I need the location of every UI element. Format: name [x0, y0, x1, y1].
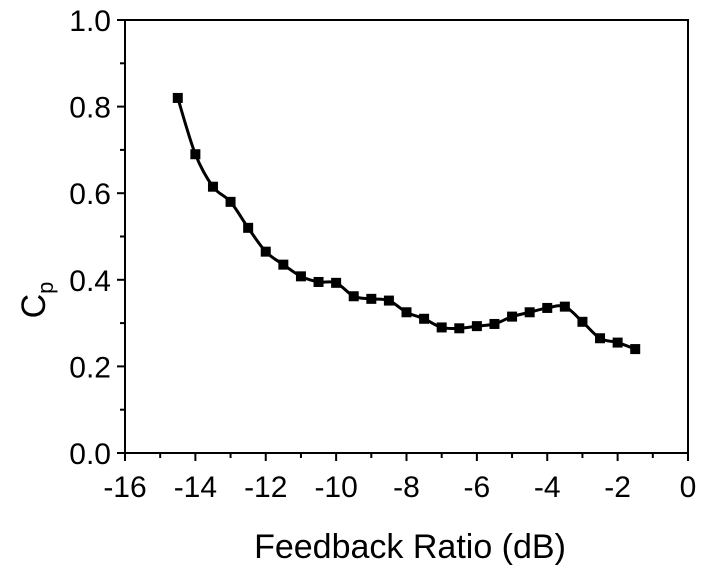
data-point — [172, 92, 183, 103]
y-tick-label: 0.8 — [69, 92, 111, 125]
data-point — [630, 344, 641, 355]
data-point — [489, 318, 500, 329]
data-point — [225, 196, 236, 207]
x-tick-label: -10 — [314, 471, 357, 504]
data-point — [295, 271, 306, 282]
x-tick-label: -6 — [464, 471, 491, 504]
data-point — [471, 321, 482, 332]
data-point — [595, 333, 606, 344]
y-tick-label: 0.6 — [69, 178, 111, 211]
data-point — [559, 301, 570, 312]
data-point — [243, 222, 254, 233]
data-point — [542, 302, 553, 313]
y-tick-label: 0.0 — [69, 438, 111, 471]
plot-frame — [124, 19, 689, 454]
labels: Feedback Ratio (dB) Cp — [15, 282, 566, 566]
x-tick-label: -14 — [174, 471, 217, 504]
x-tick-label: -12 — [244, 471, 287, 504]
y-tick-label: 1.0 — [69, 5, 111, 38]
data-point — [260, 246, 271, 257]
x-tick-label: 0 — [680, 471, 697, 504]
data-point — [419, 313, 430, 324]
data-point — [313, 276, 324, 287]
data-point — [383, 295, 394, 306]
x-tick-label: -8 — [393, 471, 420, 504]
y-tick-label: 0.2 — [69, 351, 111, 384]
axes: -16 -14 -12 -10 -8 -6 -4 -2 0 0.0 0.2 0.4 0.6 0.8 1.0 — [69, 5, 696, 504]
data-point — [612, 337, 623, 348]
data-point — [401, 307, 412, 318]
y-axis-title-main: C — [15, 294, 53, 319]
y-axis-title-subscript: p — [33, 282, 58, 294]
data-point — [524, 307, 535, 318]
data-point — [454, 323, 465, 334]
y-axis-title: Cp — [15, 282, 58, 319]
data-point — [207, 181, 218, 192]
data-point — [436, 322, 447, 333]
x-tick-label: -4 — [534, 471, 561, 504]
data-point — [577, 316, 588, 327]
x-tick-label: -2 — [604, 471, 631, 504]
y-tick-label: 0.4 — [69, 265, 111, 298]
x-tick-label: -16 — [103, 471, 146, 504]
data-point — [331, 277, 342, 288]
data-point — [366, 293, 377, 304]
data-point — [190, 149, 201, 160]
data-point — [278, 259, 289, 270]
data-point — [348, 291, 359, 302]
series-layer — [172, 92, 641, 355]
x-axis-title: Feedback Ratio (dB) — [254, 528, 566, 566]
data-point — [507, 311, 518, 322]
